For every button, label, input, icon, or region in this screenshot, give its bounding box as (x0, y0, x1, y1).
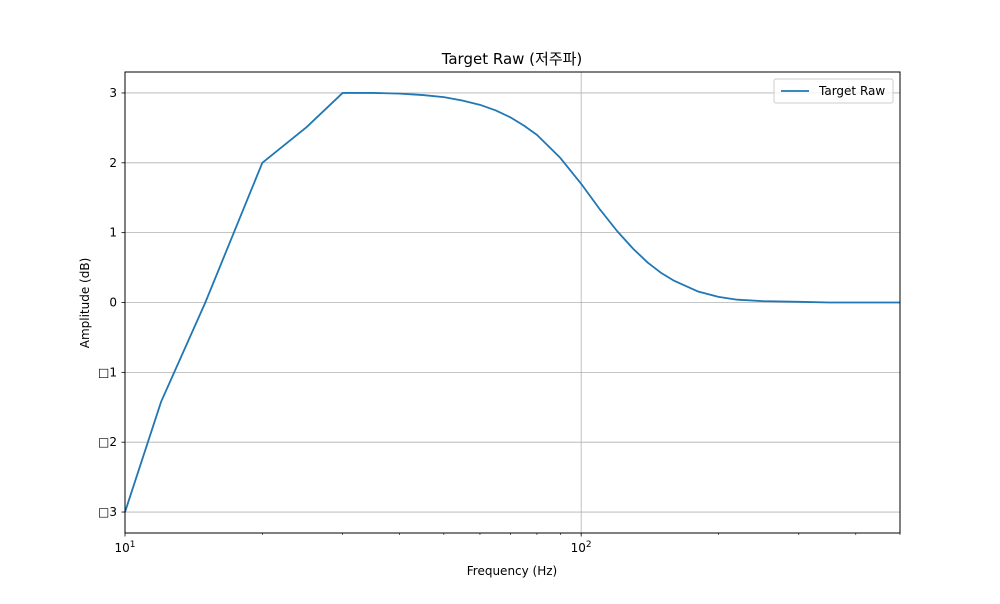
y-axis-label: Amplitude (dB) (78, 258, 92, 349)
legend: Target Raw (774, 79, 893, 103)
y-tick-label: 3 (109, 86, 117, 100)
y-tick-label: □1 (98, 365, 117, 379)
y-tick-label: □2 (98, 435, 117, 449)
chart-title: Target Raw (저주파) (441, 50, 583, 68)
legend-label: Target Raw (818, 84, 885, 98)
y-tick-label: □3 (98, 505, 117, 519)
x-axis-label: Frequency (Hz) (467, 564, 558, 578)
y-tick-label: 1 (109, 226, 117, 240)
y-tick-label: 2 (109, 156, 117, 170)
y-tick-label: 0 (109, 296, 117, 310)
